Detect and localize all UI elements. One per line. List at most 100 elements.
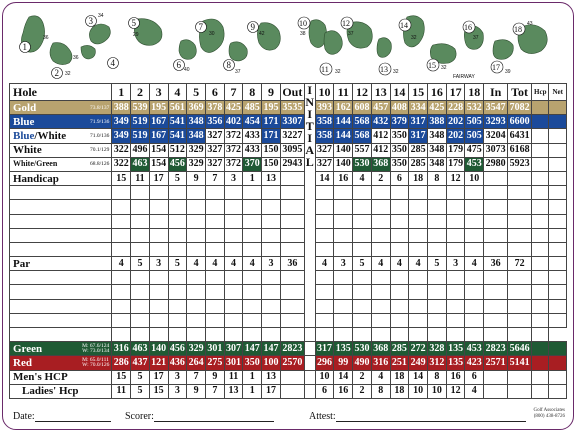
score-entry-cell[interactable]: [507, 227, 533, 243]
net-cell[interactable]: [548, 99, 567, 116]
score-entry-cell[interactable]: [408, 326, 428, 343]
score-entry-cell[interactable]: [370, 312, 391, 329]
score-entry-cell[interactable]: [507, 298, 533, 314]
score-entry-cell[interactable]: [408, 298, 428, 314]
score-entry-cell[interactable]: [389, 185, 410, 201]
score-entry-cell[interactable]: [204, 199, 225, 215]
score-entry-cell[interactable]: [483, 298, 509, 314]
score-entry-cell[interactable]: [223, 326, 244, 343]
score-entry-cell[interactable]: [279, 326, 305, 343]
score-entry-cell[interactable]: [333, 284, 354, 300]
score-entry-cell[interactable]: [408, 185, 428, 201]
score-entry-cell[interactable]: [352, 185, 372, 201]
player-name-cell[interactable]: [8, 298, 113, 314]
score-entry-cell[interactable]: [427, 241, 447, 258]
score-entry-cell[interactable]: [279, 284, 305, 300]
score-entry-cell[interactable]: [427, 326, 447, 343]
score-entry-cell[interactable]: [261, 270, 281, 286]
net-cell[interactable]: [548, 142, 567, 158]
score-entry-cell[interactable]: [352, 312, 372, 329]
score-entry-cell[interactable]: [408, 227, 428, 243]
score-entry-cell[interactable]: [261, 284, 281, 300]
score-entry-cell[interactable]: [261, 241, 281, 258]
score-entry-cell[interactable]: [483, 383, 509, 399]
score-entry-cell[interactable]: [186, 298, 206, 314]
score-entry-cell[interactable]: [445, 241, 466, 258]
score-entry-cell[interactable]: [314, 241, 335, 258]
score-entry-cell[interactable]: [223, 270, 244, 286]
score-entry-cell[interactable]: [261, 213, 281, 229]
score-entry-cell[interactable]: [370, 326, 391, 343]
score-entry-cell[interactable]: [483, 270, 509, 286]
score-entry-cell[interactable]: [531, 298, 550, 314]
score-entry-cell[interactable]: [223, 241, 244, 258]
score-entry-cell[interactable]: [279, 312, 305, 329]
score-entry-cell[interactable]: [204, 185, 225, 201]
hcp-cell[interactable]: [531, 341, 550, 357]
score-entry-cell[interactable]: [148, 185, 169, 201]
score-entry-cell[interactable]: [130, 227, 150, 243]
score-entry-cell[interactable]: [223, 298, 244, 314]
hcp-cell[interactable]: [531, 355, 550, 371]
score-entry-cell[interactable]: [204, 227, 225, 243]
score-entry-cell[interactable]: [261, 326, 281, 343]
score-entry-cell[interactable]: [111, 241, 132, 258]
score-entry-cell[interactable]: [242, 284, 263, 300]
score-entry-cell[interactable]: [242, 199, 263, 215]
score-entry-cell[interactable]: [389, 241, 410, 258]
score-entry-cell[interactable]: [333, 227, 354, 243]
score-entry-cell[interactable]: [445, 185, 466, 201]
score-entry-cell[interactable]: [186, 227, 206, 243]
score-entry-cell[interactable]: [204, 213, 225, 229]
score-entry-cell[interactable]: [464, 185, 485, 201]
score-entry-cell[interactable]: [483, 227, 509, 243]
score-entry-cell[interactable]: [167, 199, 188, 215]
score-entry-cell[interactable]: [148, 326, 169, 343]
score-entry-cell[interactable]: [352, 270, 372, 286]
score-entry-cell[interactable]: [531, 241, 550, 258]
score-entry-cell[interactable]: [111, 213, 132, 229]
score-entry-cell[interactable]: [464, 284, 485, 300]
hcp-cell[interactable]: [531, 99, 550, 116]
score-entry-cell[interactable]: [548, 185, 567, 201]
score-entry-cell[interactable]: [531, 326, 550, 343]
score-entry-cell[interactable]: [333, 213, 354, 229]
score-entry-cell[interactable]: [548, 369, 567, 385]
date-field[interactable]: Date:: [13, 411, 111, 422]
score-entry-cell[interactable]: [333, 298, 354, 314]
player-name-cell[interactable]: [8, 185, 113, 201]
score-entry-cell[interactable]: [464, 312, 485, 329]
score-entry-cell[interactable]: [427, 270, 447, 286]
score-entry-cell[interactable]: [148, 284, 169, 300]
score-entry-cell[interactable]: [167, 326, 188, 343]
score-entry-cell[interactable]: [111, 227, 132, 243]
score-entry-cell[interactable]: [389, 199, 410, 215]
score-entry-cell[interactable]: [223, 227, 244, 243]
hcp-cell[interactable]: [531, 170, 550, 187]
score-entry-cell[interactable]: [531, 383, 550, 399]
score-entry-cell[interactable]: [531, 199, 550, 215]
scorer-field[interactable]: Scorer:: [125, 411, 274, 422]
score-entry-cell[interactable]: [242, 241, 263, 258]
score-entry-cell[interactable]: [352, 213, 372, 229]
score-entry-cell[interactable]: [427, 298, 447, 314]
score-entry-cell[interactable]: [186, 213, 206, 229]
score-entry-cell[interactable]: [370, 227, 391, 243]
score-entry-cell[interactable]: [242, 270, 263, 286]
score-entry-cell[interactable]: [148, 199, 169, 215]
player-name-cell[interactable]: [8, 213, 113, 229]
score-entry-cell[interactable]: [130, 199, 150, 215]
score-entry-cell[interactable]: [204, 326, 225, 343]
score-entry-cell[interactable]: [408, 284, 428, 300]
score-entry-cell[interactable]: [111, 185, 132, 201]
score-entry-cell[interactable]: [111, 284, 132, 300]
score-entry-cell[interactable]: [223, 185, 244, 201]
score-entry-cell[interactable]: [186, 199, 206, 215]
score-entry-cell[interactable]: [370, 241, 391, 258]
score-entry-cell[interactable]: [427, 227, 447, 243]
score-entry-cell[interactable]: [531, 185, 550, 201]
score-entry-cell[interactable]: [130, 326, 150, 343]
net-cell[interactable]: [548, 114, 567, 130]
score-entry-cell[interactable]: [111, 270, 132, 286]
score-entry-cell[interactable]: [352, 298, 372, 314]
